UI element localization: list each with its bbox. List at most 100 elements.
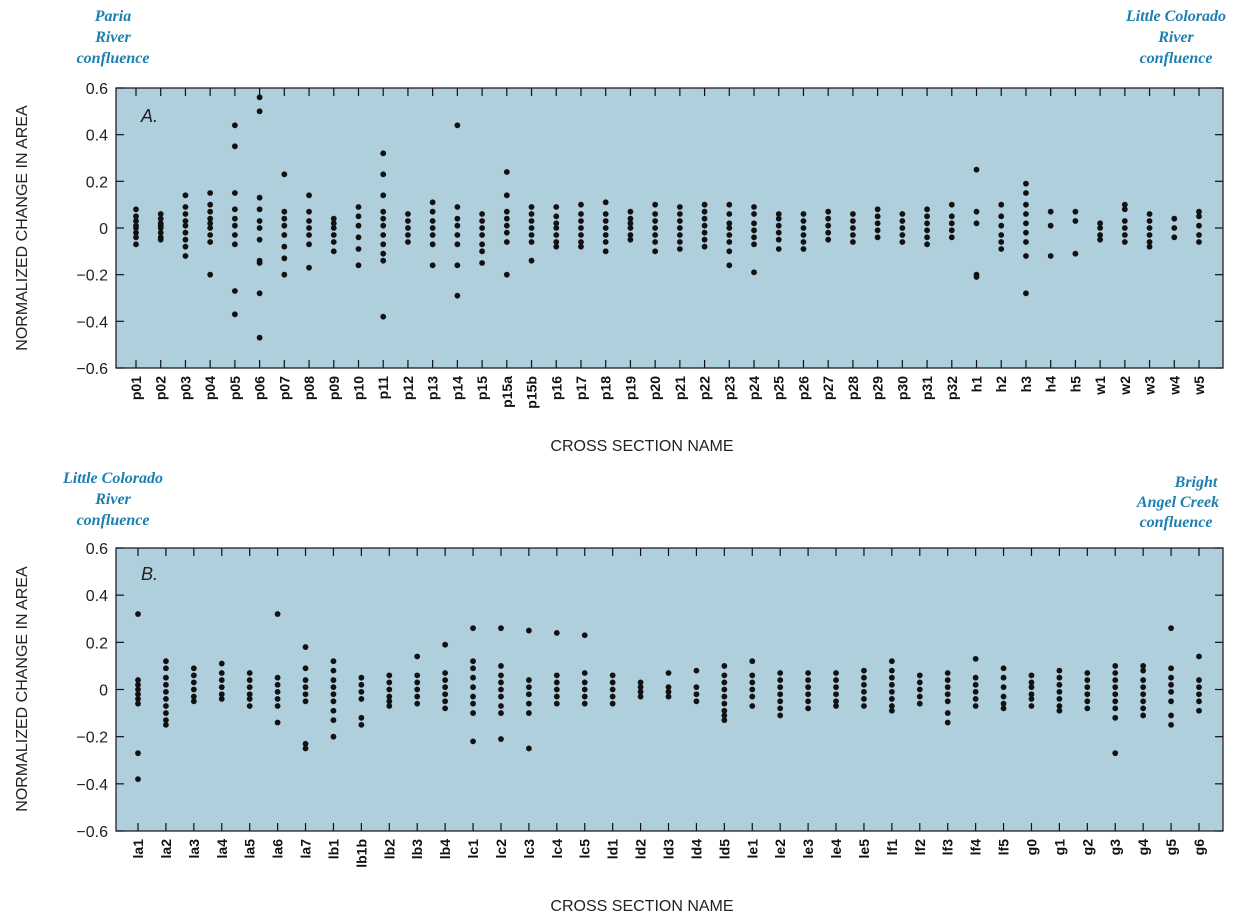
data-point — [330, 225, 337, 231]
data-point — [721, 717, 728, 724]
data-point — [637, 688, 644, 695]
data-point — [581, 700, 588, 707]
annotation-right-line-1: Bright — [1174, 474, 1218, 491]
data-point — [1140, 667, 1147, 674]
data-point — [498, 703, 504, 709]
data-point — [454, 292, 461, 299]
data-point — [924, 206, 930, 213]
x-tick-label: p31 — [919, 376, 935, 400]
data-point — [163, 703, 169, 709]
data-point — [1023, 253, 1029, 259]
data-point — [850, 211, 856, 217]
data-point — [777, 684, 784, 691]
data-point — [676, 204, 683, 210]
data-point — [627, 225, 634, 231]
data-point — [652, 218, 659, 224]
data-point — [627, 220, 634, 227]
data-point — [888, 681, 895, 688]
data-point — [1047, 253, 1054, 259]
data-point — [256, 206, 263, 213]
data-point — [302, 665, 309, 672]
data-point — [218, 670, 225, 676]
data-point — [701, 229, 708, 236]
data-point — [805, 691, 812, 698]
data-point — [133, 213, 139, 220]
data-point — [1168, 665, 1174, 672]
data-point — [231, 232, 238, 238]
data-point — [1168, 721, 1174, 728]
x-tick-label: ld2 — [633, 839, 649, 859]
x-tick-label: lc5 — [577, 839, 593, 859]
data-point — [1000, 705, 1007, 712]
data-point — [479, 225, 485, 231]
data-point — [578, 243, 584, 250]
data-point — [380, 241, 387, 248]
data-point — [1028, 703, 1035, 709]
data-point — [528, 232, 535, 238]
x-tick-label: h3 — [1018, 376, 1034, 393]
data-point — [207, 220, 214, 227]
data-point — [380, 171, 387, 178]
data-point — [479, 241, 485, 248]
data-point — [777, 670, 784, 676]
data-point — [944, 670, 951, 676]
data-point — [281, 271, 288, 278]
x-tick-label: g5 — [1163, 839, 1179, 856]
data-point — [972, 655, 979, 662]
data-point — [405, 239, 411, 245]
x-tick-label: le5 — [856, 839, 872, 859]
data-point — [274, 696, 281, 702]
data-point — [528, 257, 535, 264]
data-point — [805, 705, 812, 712]
data-point — [157, 229, 164, 236]
data-point — [1084, 670, 1091, 676]
x-tick-label: p32 — [944, 376, 960, 400]
data-point — [1146, 232, 1153, 238]
data-point — [528, 239, 535, 245]
data-point — [800, 225, 807, 231]
data-point — [1084, 684, 1091, 691]
data-point — [231, 311, 238, 318]
data-point — [498, 625, 504, 632]
data-point — [701, 243, 708, 250]
x-ticks: p01 p02 p03 p04 p05 p06 p07 p08 p09 p10 p11 p12 p13 p… — [128, 88, 1207, 409]
data-point — [246, 703, 253, 709]
x-tick-label: lb2 — [381, 839, 397, 859]
data-point — [207, 225, 214, 231]
data-point — [231, 241, 238, 248]
data-point — [833, 684, 839, 691]
data-point — [609, 700, 616, 707]
data-point — [888, 674, 895, 681]
data-point — [553, 213, 560, 220]
data-point — [726, 211, 733, 217]
data-point — [182, 204, 189, 210]
x-tick-label: p29 — [870, 376, 886, 400]
x-tick-label: lb3 — [409, 839, 425, 859]
data-point — [405, 211, 411, 217]
data-point — [948, 227, 955, 234]
data-point — [429, 208, 436, 215]
data-point — [1056, 681, 1063, 688]
data-point — [302, 698, 309, 705]
y-tick-label: 0.2 — [86, 174, 108, 191]
x-tick-label: g4 — [1135, 839, 1151, 856]
data-point — [581, 632, 588, 639]
data-point — [944, 719, 951, 726]
data-point — [454, 215, 461, 222]
y-axis-label: NORMALIZED CHANGE IN AREA — [14, 105, 31, 351]
x-tick-label: p15b — [524, 376, 540, 409]
data-point — [850, 232, 856, 238]
x-tick-label: la2 — [158, 839, 174, 859]
data-point — [850, 225, 856, 231]
data-point — [1072, 208, 1079, 215]
data-point — [231, 288, 238, 294]
data-point — [1140, 663, 1147, 669]
data-point — [498, 672, 504, 679]
data-point — [665, 684, 672, 691]
data-point — [1056, 667, 1063, 674]
data-point — [274, 719, 281, 726]
data-point — [1097, 220, 1104, 227]
data-point — [553, 672, 560, 679]
data-point — [777, 712, 784, 719]
x-tick-label: p28 — [845, 376, 861, 400]
